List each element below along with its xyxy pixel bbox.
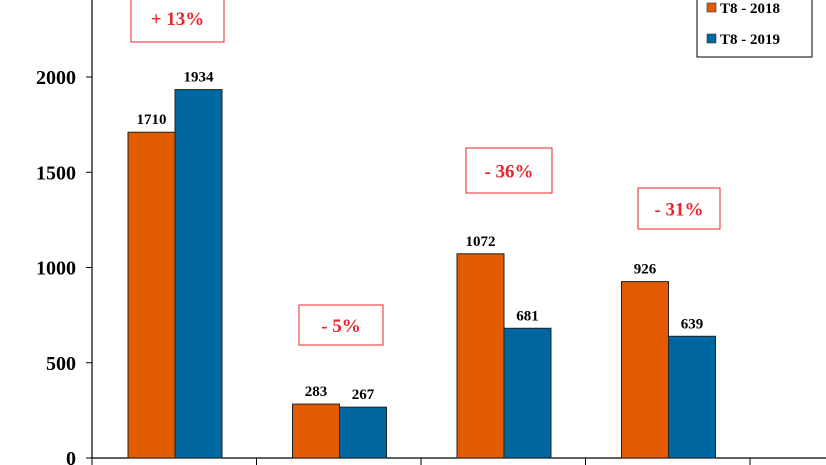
- bar-2018: [127, 131, 176, 459]
- data-label: 1710: [137, 112, 167, 128]
- bar-2019: [339, 406, 387, 459]
- change-box: [637, 187, 721, 230]
- legend-swatch: [706, 33, 717, 44]
- change-box: [298, 304, 384, 346]
- y-tick-label: 1500: [36, 162, 76, 184]
- bar-2019: [668, 335, 716, 459]
- data-label: 267: [352, 387, 375, 403]
- bar-2018: [621, 281, 669, 459]
- legend-swatch: [706, 2, 717, 13]
- y-tick-label: 1000: [36, 258, 76, 280]
- change-box: [465, 147, 553, 194]
- legend-label: T8 - 2018: [720, 1, 780, 17]
- change-label: - 36%: [484, 162, 533, 183]
- change-box: [130, 0, 225, 43]
- data-label: 639: [681, 316, 704, 332]
- data-label: 926: [634, 262, 657, 278]
- y-tick-label: 500: [46, 353, 76, 375]
- bar-2018: [456, 253, 505, 459]
- bar-2018: [292, 403, 340, 459]
- bar-2019: [503, 327, 552, 459]
- change-label: + 13%: [151, 9, 205, 30]
- bar-2019: [174, 89, 223, 459]
- y-tick-label: 2000: [36, 67, 76, 89]
- change-label: - 31%: [654, 200, 703, 221]
- data-label: 1934: [184, 70, 215, 86]
- change-label: - 5%: [321, 316, 361, 337]
- data-label: 1072: [466, 234, 496, 250]
- data-label: 681: [516, 308, 539, 324]
- y-tick-label: 0: [66, 448, 76, 465]
- data-label: 283: [305, 384, 328, 400]
- legend-label: T8 - 2019: [720, 32, 780, 48]
